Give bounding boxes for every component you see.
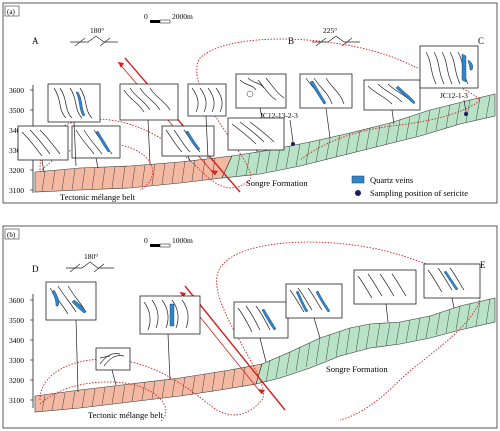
melange-label-b: Tectonic mélange belt	[88, 410, 164, 420]
outcrop-insets-a	[17, 45, 479, 161]
inset-a6	[363, 79, 421, 111]
b-y-tick-3600: 3600	[9, 296, 24, 305]
inset-a7	[419, 45, 479, 89]
legend-vein-swatch	[351, 175, 365, 184]
y-tick-3300: 3300	[9, 146, 24, 155]
legend-sericite-marker	[355, 190, 361, 196]
b-y-tick-3100: 3100	[9, 396, 24, 405]
inset-a10	[161, 125, 215, 157]
section-end-e: E	[480, 260, 486, 270]
inset-a4	[235, 73, 287, 109]
panel-b-y-axis: 3600 3500 3400 3300 3200 3100	[9, 294, 34, 408]
inset-b7	[423, 263, 481, 299]
inset-a9	[71, 125, 121, 159]
hatching-b	[41, 298, 491, 412]
inset-b4	[233, 301, 289, 339]
inset-a11	[227, 117, 285, 151]
panel-a: (a) 0 2000m A B C 180° 225°	[2, 2, 498, 204]
y-tick-3600: 3600	[9, 86, 24, 95]
songre-label-b: Songre Formation	[326, 364, 388, 374]
legend-sericite-label: Sampling position of sericite	[370, 188, 468, 198]
fold-trace-a	[39, 38, 481, 189]
inset-a5	[299, 73, 353, 109]
melange-label-a: Tectonic mélange belt	[60, 192, 136, 202]
panel-b-tag: (b)	[7, 231, 16, 239]
azimuth-symbol-b: 180°	[66, 252, 114, 273]
panel-a-tag: (a)	[7, 8, 15, 16]
azimuth-left-label: 180°	[90, 26, 104, 35]
y-tick-3500: 3500	[9, 106, 24, 115]
scale-zero: 0	[144, 12, 148, 21]
inset-b2	[95, 347, 131, 371]
sample-markers-a: JC12-13-2-3 JC12-1-3	[260, 91, 468, 146]
y-tick-3100: 3100	[9, 186, 24, 195]
legend-vein-label: Quartz veins	[370, 175, 413, 185]
azimuth-symbol-right: 225°	[312, 26, 360, 47]
b-y-tick-3400: 3400	[9, 336, 24, 345]
section-end-c: C	[478, 36, 484, 46]
b-y-tick-3300: 3300	[9, 356, 24, 365]
inset-b1	[45, 281, 97, 321]
panel-a-tag-box	[4, 5, 20, 17]
songre-label-a: Songre Formation	[246, 178, 308, 188]
azimuth-right-label: 225°	[323, 26, 337, 35]
inset-a3	[187, 83, 227, 117]
b-y-tick-3500: 3500	[9, 316, 24, 325]
y-tick-3400: 3400	[9, 126, 24, 135]
sericite-sample-2	[464, 112, 468, 116]
scale-length: 2000m	[172, 12, 193, 21]
sericite-sample-1	[291, 142, 295, 146]
section-end-d: D	[32, 264, 39, 274]
inset-a2	[119, 83, 179, 121]
inset-b6	[353, 269, 417, 305]
panel-b-scale-bar: 0 1000m	[144, 236, 193, 248]
scale-zero-b: 0	[144, 236, 148, 245]
b-y-tick-3200: 3200	[9, 376, 24, 385]
inset-b5	[285, 283, 343, 319]
inset-a8	[17, 125, 69, 161]
panel-b: (b) 0 1000m D E 180° 3600 3500 3400 3300	[2, 225, 498, 429]
hatching-a	[41, 95, 491, 192]
sample-label-1: JC12-13-2-3	[260, 111, 298, 120]
section-end-a: A	[32, 36, 39, 46]
azimuth-b-label: 180°	[84, 252, 98, 261]
azimuth-symbol-left: 180°	[70, 26, 118, 47]
outcrop-insets-b	[45, 263, 481, 393]
sample-label-2: JC12-1-3	[440, 91, 468, 100]
fold-trace-b	[39, 241, 481, 421]
legend: Quartz veins Sampling position of serici…	[351, 175, 468, 198]
section-end-b: B	[288, 36, 294, 46]
scale-length-b: 1000m	[172, 236, 193, 245]
y-tick-3200: 3200	[9, 166, 24, 175]
songre-formation-a	[221, 93, 496, 179]
inset-pointers-a	[41, 107, 395, 173]
inset-b3	[139, 295, 201, 335]
inset-a1	[47, 83, 101, 123]
fold-trace-b-inner	[39, 381, 167, 423]
panel-a-scale-bar: 0 2000m	[144, 12, 193, 24]
panel-b-tag-box	[4, 228, 20, 240]
